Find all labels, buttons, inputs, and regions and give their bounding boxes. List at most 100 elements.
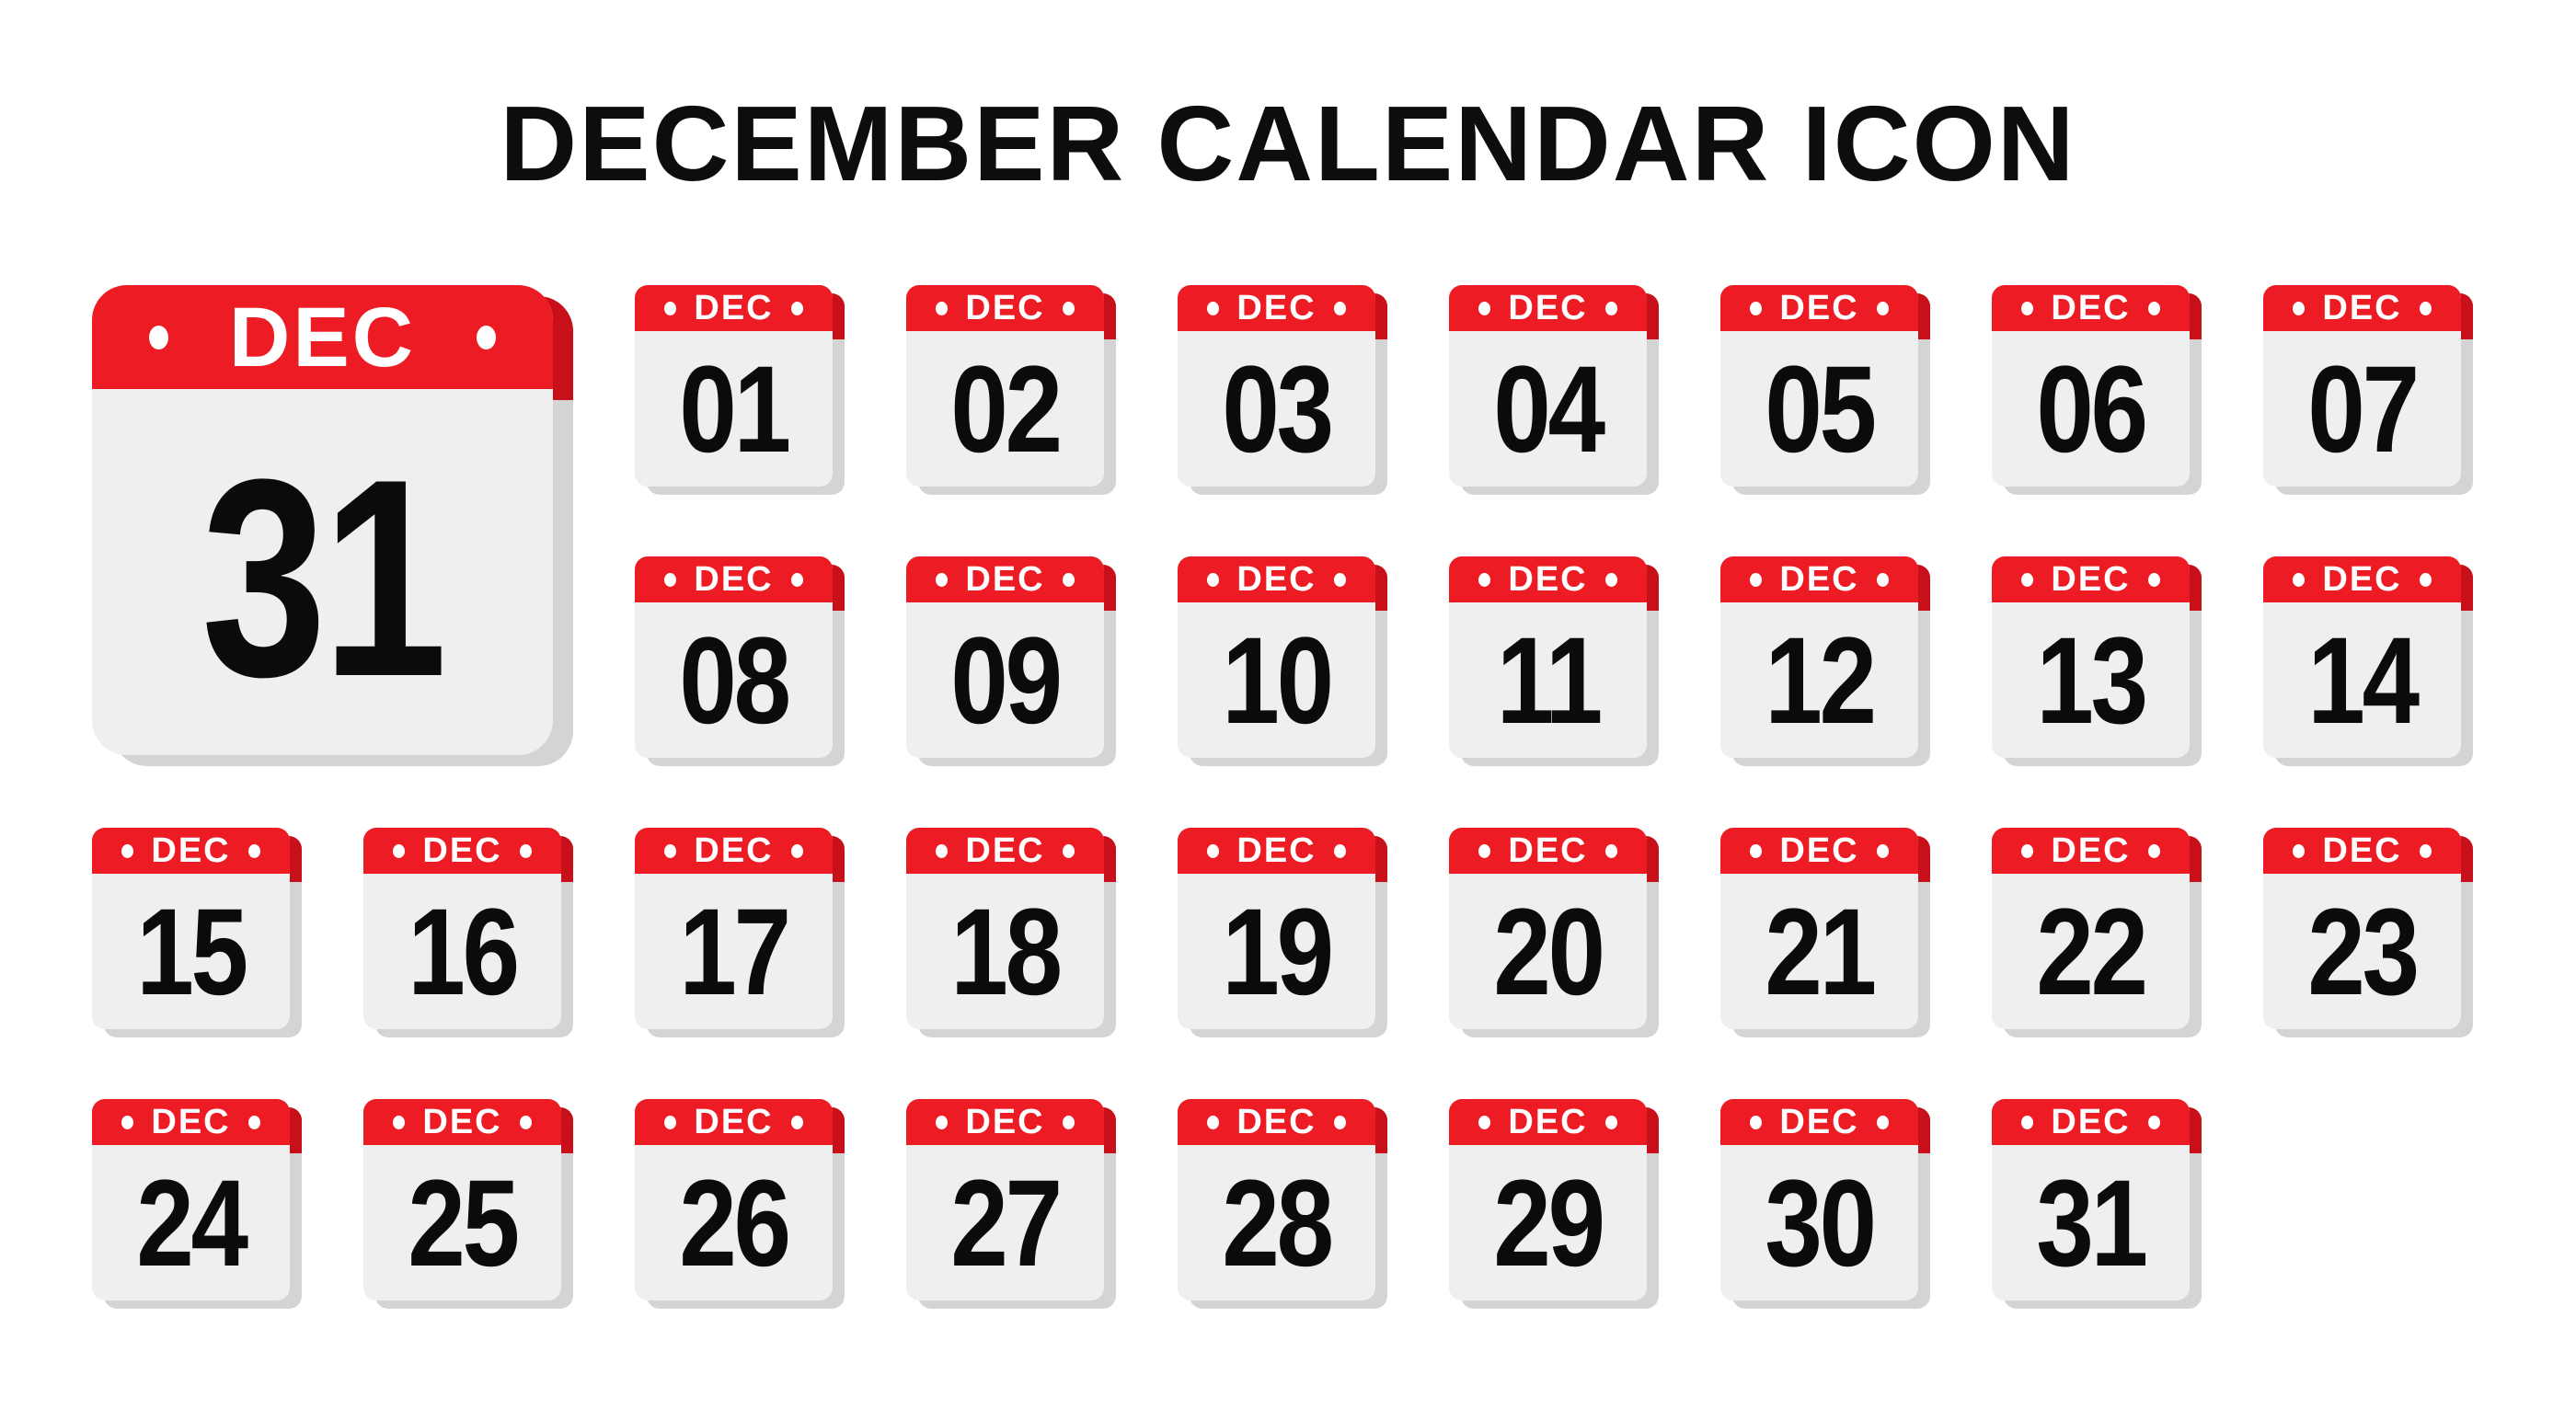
calendar-icon-day-16: DEC 16 — [363, 828, 573, 1037]
ring-hole-right-icon — [1876, 572, 1889, 587]
month-label: DEC — [965, 831, 1045, 870]
calendar-header: DEC — [906, 556, 1104, 602]
month-label: DEC — [1236, 560, 1317, 599]
ring-hole-right-icon — [790, 1115, 803, 1129]
ring-hole-left-icon — [1750, 1115, 1762, 1129]
calendar-icon-day-06: DEC 06 — [1992, 285, 2202, 495]
day-number: 19 — [1222, 883, 1334, 1021]
icon-face: DEC 22 — [1992, 828, 2190, 1029]
calendar-header: DEC — [1449, 1099, 1647, 1145]
ring-hole-right-icon — [519, 843, 532, 858]
day-number: 20 — [1493, 883, 1605, 1021]
day-number-area: 12 — [1720, 602, 1918, 758]
icon-face: DEC 13 — [1992, 556, 2190, 758]
ring-hole-right-icon — [1604, 843, 1617, 858]
calendar-icon-day-27: DEC 27 — [906, 1099, 1116, 1309]
ring-hole-right-icon — [2419, 572, 2432, 587]
ring-hole-right-icon — [1062, 301, 1075, 315]
calendar-header: DEC — [363, 828, 561, 874]
ring-hole-left-icon — [1207, 843, 1219, 858]
month-label: DEC — [694, 289, 774, 327]
ring-hole-right-icon — [790, 572, 803, 587]
ring-hole-right-icon — [1062, 1115, 1075, 1129]
icon-face: DEC 15 — [92, 828, 290, 1029]
calendar-icon-large-dec-31: DEC 31 — [92, 285, 573, 766]
ring-hole-left-icon — [664, 1115, 676, 1129]
calendar-header: DEC — [1992, 1099, 2190, 1145]
icon-face: DEC 16 — [363, 828, 561, 1029]
icon-face: DEC 31 — [1992, 1099, 2190, 1300]
calendar-icon-day-09: DEC 09 — [906, 556, 1116, 766]
icon-face: DEC 04 — [1449, 285, 1647, 487]
day-number-area: 03 — [1178, 331, 1375, 487]
icon-face: DEC 28 — [1178, 1099, 1375, 1300]
ring-hole-left-icon — [1750, 843, 1762, 858]
month-label: DEC — [694, 831, 774, 870]
calendar-icon-day-21: DEC 21 — [1720, 828, 1930, 1037]
ring-hole-left-icon — [2293, 301, 2305, 315]
ring-hole-left-icon — [1478, 301, 1490, 315]
calendar-header: DEC — [2263, 828, 2461, 874]
day-number: 09 — [950, 612, 1063, 750]
calendar-header: DEC — [363, 1099, 561, 1145]
ring-hole-left-icon — [936, 301, 948, 315]
calendar-header: DEC — [635, 285, 833, 331]
icon-face: DEC 19 — [1178, 828, 1375, 1029]
day-number: 14 — [2307, 612, 2420, 750]
calendar-icon-day-19: DEC 19 — [1178, 828, 1387, 1037]
calendar-header: DEC — [1992, 828, 2190, 874]
icon-face: DEC 20 — [1449, 828, 1647, 1029]
day-number: 22 — [2036, 883, 2148, 1021]
icon-face: DEC 03 — [1178, 285, 1375, 487]
day-number: 11 — [1496, 612, 1603, 750]
day-number-area: 25 — [363, 1145, 561, 1300]
month-label: DEC — [2051, 289, 2131, 327]
calendar-header: DEC — [1449, 828, 1647, 874]
calendar-header: DEC — [1720, 1099, 1918, 1145]
day-number-area: 31 — [92, 389, 553, 755]
icon-face: DEC 24 — [92, 1099, 290, 1300]
ring-hole-left-icon — [1478, 1115, 1490, 1129]
day-number-area: 08 — [635, 602, 833, 758]
month-label: DEC — [965, 289, 1045, 327]
month-label: DEC — [2051, 560, 2131, 599]
day-number: 24 — [136, 1154, 248, 1292]
ring-hole-right-icon — [1333, 301, 1346, 315]
ring-hole-right-icon — [2419, 301, 2432, 315]
day-number-area: 29 — [1449, 1145, 1647, 1300]
day-number-area: 24 — [92, 1145, 290, 1300]
calendar-icon-day-23: DEC 23 — [2263, 828, 2473, 1037]
icon-face: DEC 26 — [635, 1099, 833, 1300]
day-number-area: 01 — [635, 331, 833, 487]
ring-hole-right-icon — [1062, 572, 1075, 587]
icon-face: DEC 09 — [906, 556, 1104, 758]
calendar-header: DEC — [1720, 828, 1918, 874]
day-number-area: 18 — [906, 874, 1104, 1029]
calendar-icon-day-30: DEC 30 — [1720, 1099, 1930, 1309]
ring-hole-left-icon — [393, 843, 405, 858]
ring-hole-right-icon — [477, 325, 496, 349]
ring-hole-left-icon — [2021, 572, 2033, 587]
calendar-header: DEC — [1720, 556, 1918, 602]
ring-hole-left-icon — [1750, 301, 1762, 315]
icon-face: DEC 02 — [906, 285, 1104, 487]
ring-hole-left-icon — [936, 572, 948, 587]
calendar-header: DEC — [635, 1099, 833, 1145]
day-number: 27 — [950, 1154, 1063, 1292]
icon-face: DEC 18 — [906, 828, 1104, 1029]
ring-hole-left-icon — [393, 1115, 405, 1129]
day-number-area: 04 — [1449, 331, 1647, 487]
ring-hole-left-icon — [664, 572, 676, 587]
ring-hole-right-icon — [1604, 1115, 1617, 1129]
calendar-icon-day-02: DEC 02 — [906, 285, 1116, 495]
month-label: DEC — [228, 290, 417, 384]
day-number-area: 31 — [1992, 1145, 2190, 1300]
month-label: DEC — [151, 831, 231, 870]
month-label: DEC — [2322, 289, 2402, 327]
day-number-area: 16 — [363, 874, 561, 1029]
calendar-icon-day-07: DEC 07 — [2263, 285, 2473, 495]
calendar-icon-day-17: DEC 17 — [635, 828, 845, 1037]
day-number-area: 19 — [1178, 874, 1375, 1029]
month-label: DEC — [694, 1103, 774, 1141]
calendar-header: DEC — [1992, 285, 2190, 331]
